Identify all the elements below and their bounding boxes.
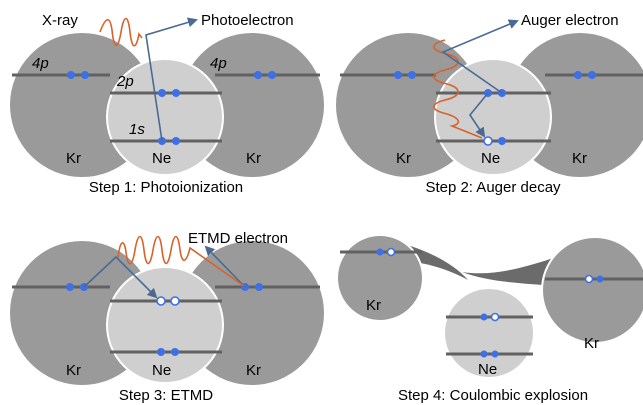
electron [66, 283, 74, 291]
caption-step2: Step 2: Auger decay [425, 179, 561, 196]
electron [491, 350, 499, 358]
panel-step3: ETMD electron Kr Ne Kr Step 3: ETMD [8, 230, 326, 404]
etmd-electron-path [204, 245, 246, 288]
electron [157, 348, 165, 356]
kr-left-label: Kr [66, 362, 81, 379]
photoelectron-label: Photoelectron [201, 12, 294, 29]
electron [588, 71, 596, 79]
ne-atom [106, 58, 224, 176]
hole [386, 247, 396, 257]
orbital-label-4p-left: 4p [32, 55, 49, 72]
auger-electron-label: Auger electron [521, 12, 619, 29]
ne-atom [434, 58, 552, 176]
etmd-energy-transfer [117, 235, 245, 287]
xray-label: X-ray [42, 12, 78, 29]
electron [268, 71, 276, 79]
electron [67, 71, 75, 79]
ne-label: Ne [481, 150, 500, 167]
xray-photon [99, 17, 143, 47]
photoelectron-path [145, 17, 198, 142]
electron [408, 71, 416, 79]
electron [376, 248, 384, 256]
valence-hole [156, 296, 166, 306]
ne-label: Ne [478, 361, 497, 378]
ne-atom [106, 266, 224, 384]
electron [596, 275, 604, 283]
electron [171, 348, 179, 356]
orbital-label-4p-right: 4p [210, 55, 227, 72]
caption-step1: Step 1: Photoionization [89, 179, 243, 196]
caption-step4: Step 4: Coulombic explosion [398, 387, 588, 404]
valence-hole [170, 296, 180, 306]
etmd-fill-path [83, 255, 158, 299]
panel-step1: X-ray Photoelectron 4p 4p 2p 1s Kr Ne Kr… [8, 12, 326, 196]
kr-right-label: Kr [584, 335, 599, 352]
electron [172, 137, 180, 145]
kr-right-label: Kr [246, 362, 261, 379]
core-hole [483, 136, 493, 146]
kr-atom-left [336, 234, 424, 322]
electron [480, 350, 488, 358]
auger-electron-path [441, 19, 519, 94]
ne-label: Ne [152, 150, 171, 167]
orbital-label-2p: 2p [116, 73, 134, 90]
kr-left-label: Kr [366, 297, 381, 314]
panel-step2: Auger electron Kr Ne Kr Step 2: Auger de… [334, 12, 643, 196]
kr-left-label: Kr [396, 150, 411, 167]
electron [498, 137, 506, 145]
electron [394, 71, 402, 79]
electron [158, 89, 166, 97]
kr-right-label: Kr [246, 150, 261, 167]
electron [254, 71, 262, 79]
electron [81, 71, 89, 79]
ne-label: Ne [152, 362, 171, 379]
hole [584, 274, 594, 284]
electron [574, 71, 582, 79]
panel-step4: Kr Ne Kr Step 4: Coulombic explosion [336, 234, 643, 404]
auger-fill-path [469, 92, 489, 138]
kr-right-label: Kr [572, 150, 587, 167]
kr-atom-right [541, 236, 643, 344]
caption-step3: Step 3: ETMD [119, 387, 213, 404]
electron [172, 89, 180, 97]
electron [255, 283, 263, 291]
kr-left-label: Kr [66, 150, 81, 167]
hole [490, 312, 500, 322]
orbital-label-1s: 1s [129, 121, 145, 138]
electron [480, 313, 488, 321]
etmd-electron-label: ETMD electron [188, 230, 288, 247]
